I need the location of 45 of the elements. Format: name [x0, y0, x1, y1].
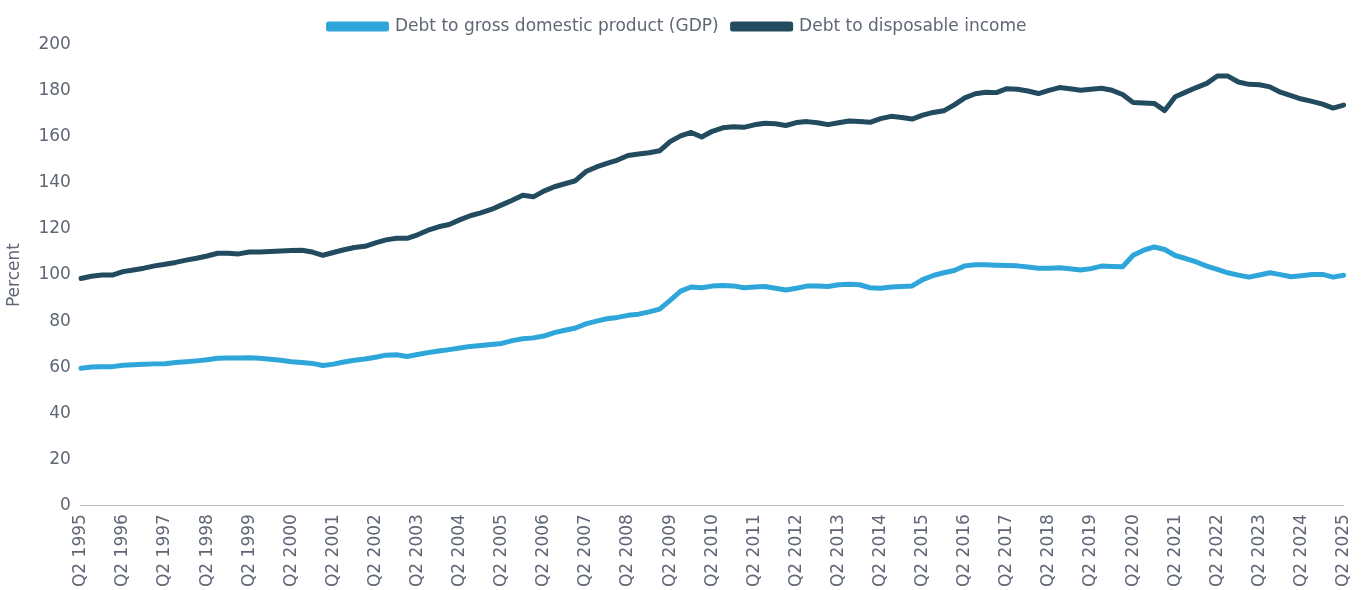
y-tick-label: 20: [49, 447, 71, 468]
x-tick-label: Q2 1999: [237, 514, 258, 588]
x-tick-label: Q2 2002: [363, 514, 384, 588]
x-tick-label: Q2 2025: [1332, 514, 1353, 588]
x-tick-label: Q2 2017: [995, 514, 1016, 588]
x-tick-label: Q2 1996: [111, 514, 132, 588]
x-tick-label: Q2 2013: [826, 514, 847, 588]
legend-label: Debt to disposable income: [799, 14, 1027, 35]
x-tick-label: Q2 2024: [1289, 514, 1310, 588]
x-tick-label: Q2 2022: [1205, 514, 1226, 588]
y-tick-label: 160: [38, 125, 71, 146]
x-tick-label: Q2 2014: [869, 514, 890, 588]
y-tick-label: 120: [38, 217, 71, 238]
y-tick-label: 180: [38, 79, 71, 100]
x-tick-label: Q2 2001: [321, 514, 342, 588]
x-tick-label: Q2 2006: [532, 514, 553, 588]
x-tick-label: Q2 2004: [448, 514, 469, 588]
x-tick-label: Q2 2009: [658, 514, 679, 588]
x-tick-label: Q2 2016: [953, 514, 974, 588]
y-tick-label: 140: [38, 171, 71, 192]
x-tick-label: Q2 2015: [911, 514, 932, 588]
legend-label: Debt to gross domestic product (GDP): [395, 14, 719, 35]
y-tick-label: 100: [38, 263, 71, 284]
y-tick-label: 0: [60, 493, 71, 514]
x-tick-label: Q2 2019: [1079, 514, 1100, 588]
x-tick-label: Q2 1998: [195, 514, 216, 588]
x-tick-label: Q2 2005: [490, 514, 511, 588]
y-tick-label: 40: [49, 401, 71, 422]
x-tick-label: Q2 2023: [1247, 514, 1268, 588]
x-tick-label: Q2 2021: [1163, 514, 1184, 588]
x-tick-label: Q2 2007: [574, 514, 595, 588]
y-tick-label: 200: [38, 33, 71, 54]
x-tick-label: Q2 2000: [279, 514, 300, 588]
x-tick-label: Q2 2012: [784, 514, 805, 588]
x-tick-label: Q2 2010: [700, 514, 721, 588]
x-tick-label: Q2 2020: [1121, 514, 1142, 588]
x-tick-label: Q2 2008: [616, 514, 637, 588]
y-tick-label: 60: [49, 355, 71, 376]
x-tick-label: Q2 1995: [69, 514, 90, 588]
x-tick-label: Q2 2018: [1037, 514, 1058, 588]
x-tick-label: Q2 2011: [742, 514, 763, 588]
x-tick-label: Q2 1997: [153, 514, 174, 588]
y-tick-label: 80: [49, 309, 71, 330]
x-tick-label: Q2 2003: [406, 514, 426, 588]
y-axis-title: Percent: [2, 242, 23, 308]
